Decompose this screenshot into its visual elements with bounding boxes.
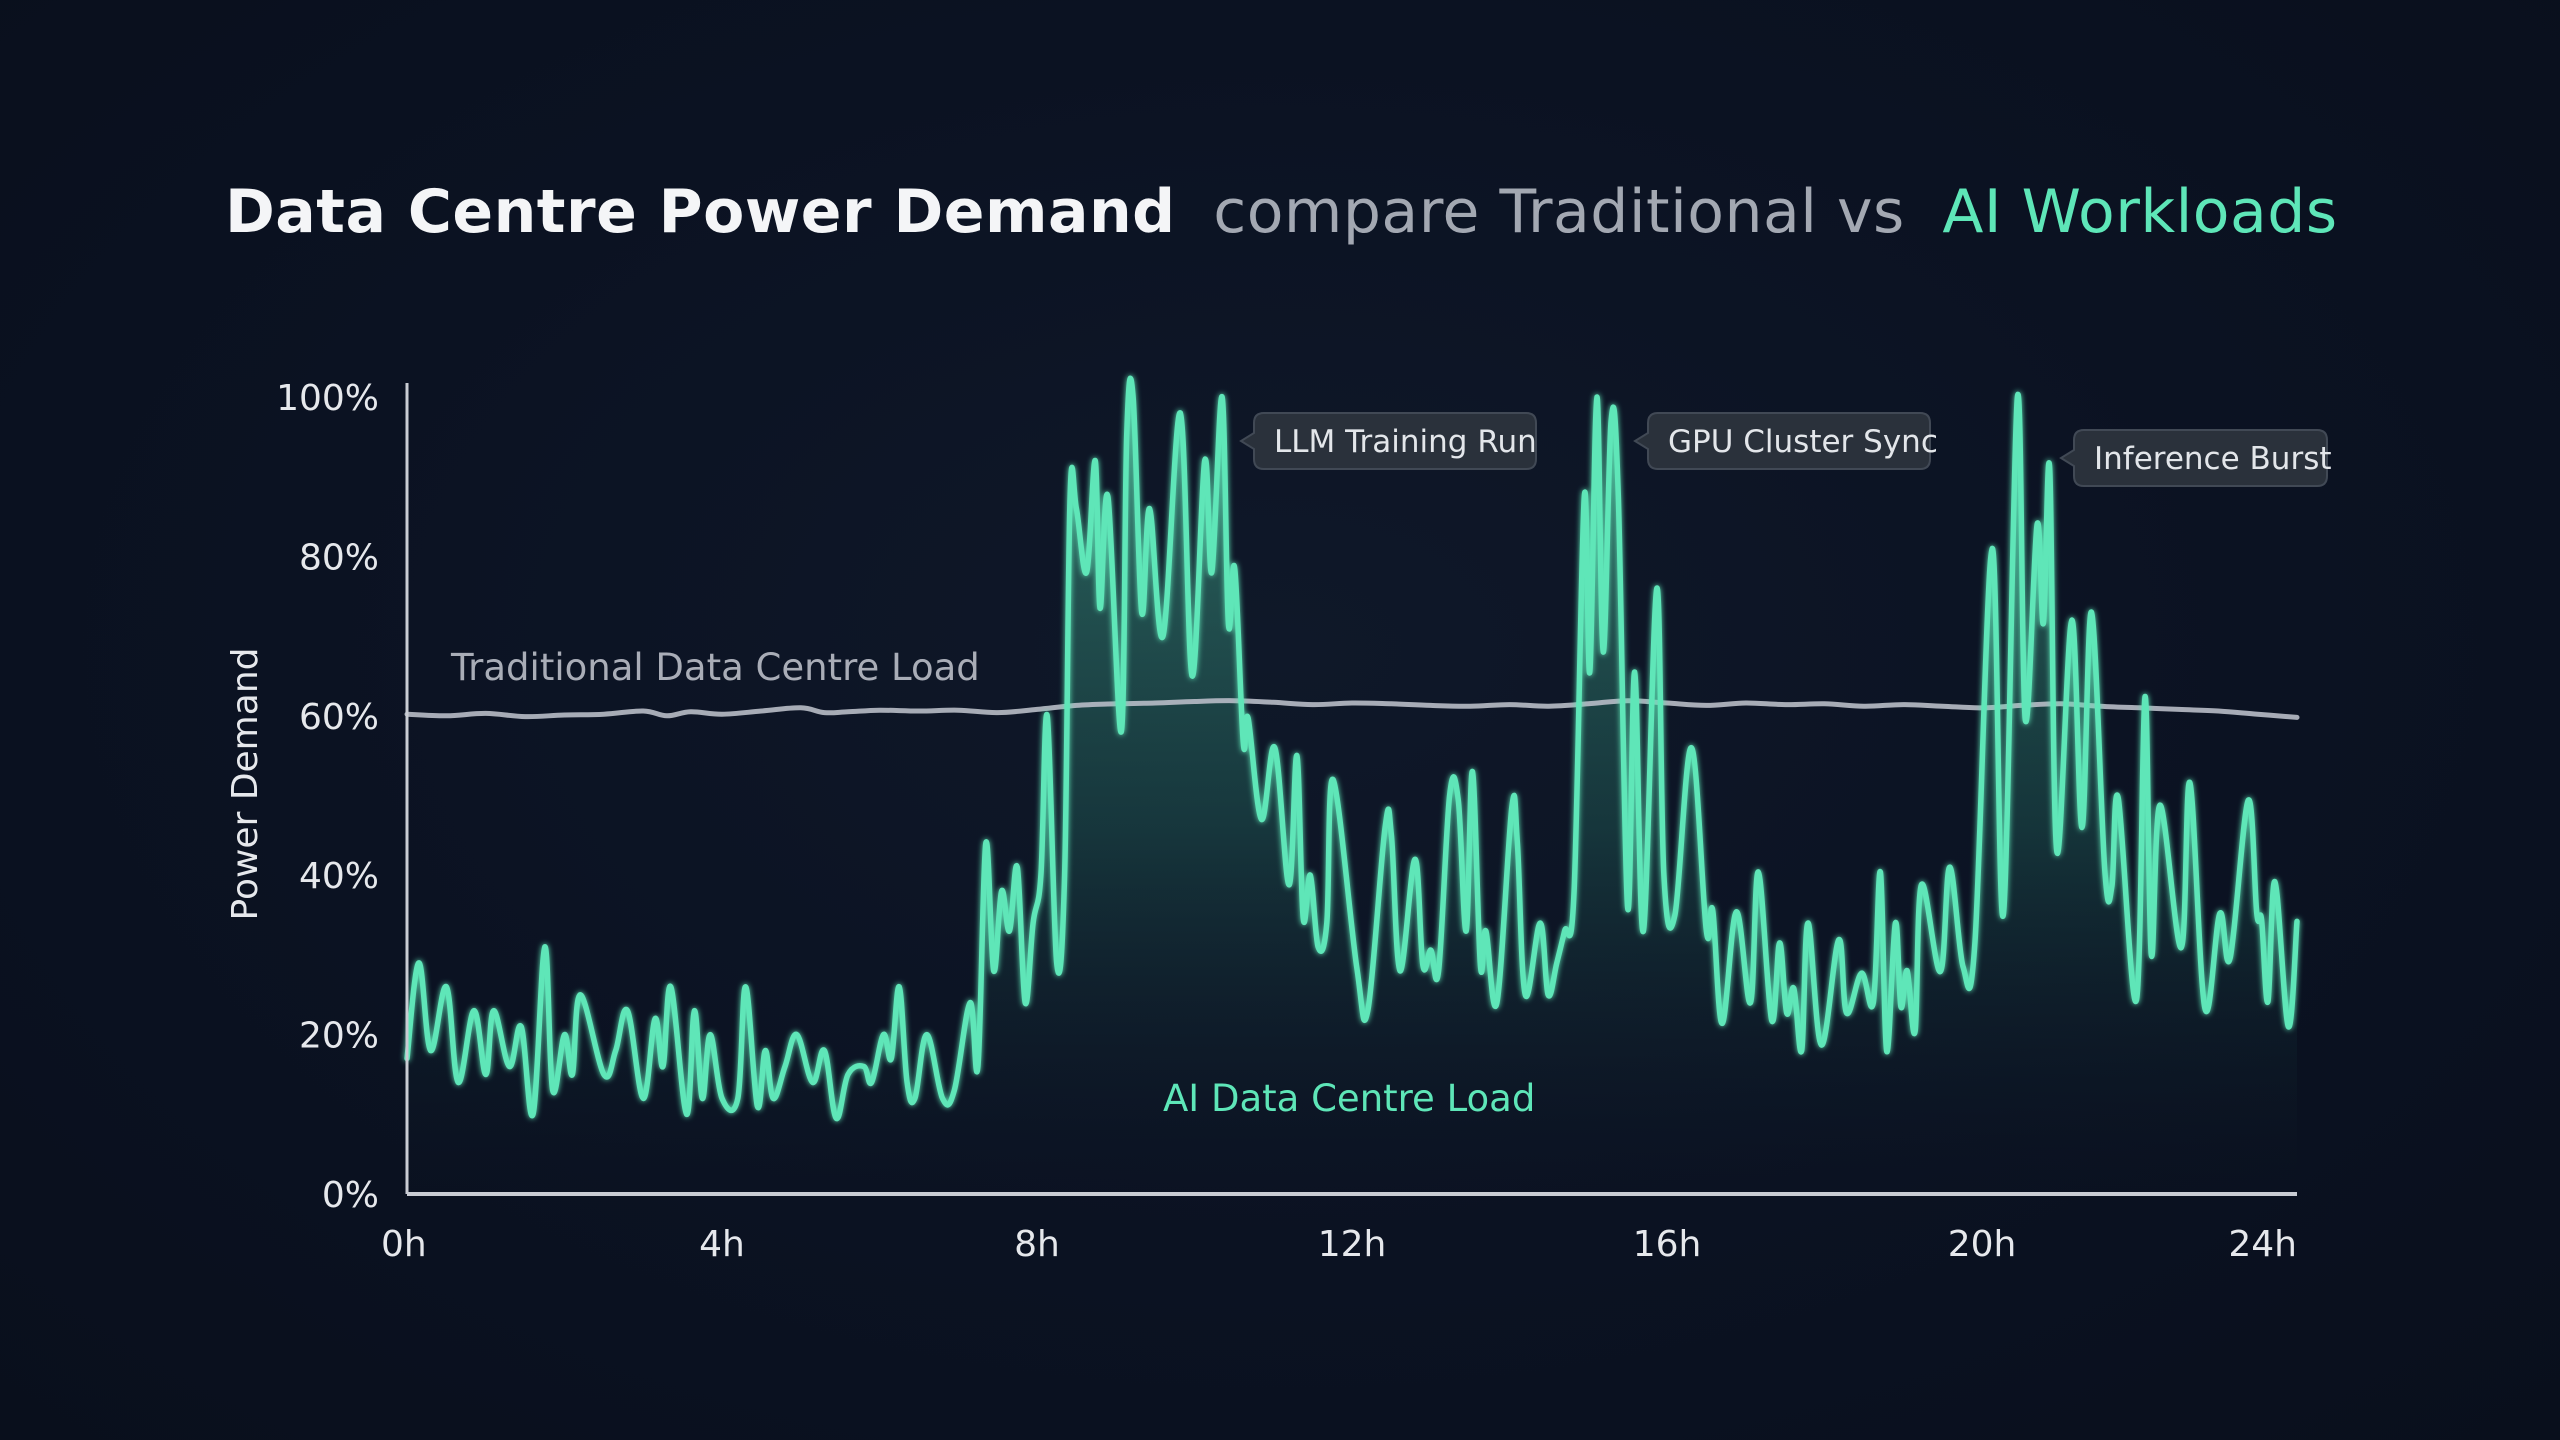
title-highlight: AI Workloads	[1942, 177, 2337, 247]
callout-inference-burst: Inference Burst	[2059, 429, 2332, 487]
callout-text: Inference Burst	[2094, 441, 2332, 477]
x-tick-label: 16h	[1633, 1224, 1702, 1265]
callout-layer: LLM Training Run GPU Cluster Sync Infere…	[1239, 412, 2332, 487]
x-tick-label: 4h	[699, 1224, 745, 1265]
y-tick-label: 0%	[322, 1175, 379, 1216]
traditional-load-line	[404, 698, 2300, 720]
x-tick-label: 8h	[1014, 1224, 1060, 1265]
y-tick-label: 20%	[299, 1016, 379, 1057]
callout-box	[1633, 412, 1931, 470]
chart-title: Data Centre Power Demand compare Traditi…	[225, 177, 2338, 247]
ai-area-layer	[407, 378, 2297, 1194]
axis-layer	[405, 383, 2297, 1196]
ai-load-line	[404, 375, 2300, 1122]
callout-box	[1239, 412, 1537, 470]
y-tick-label: 100%	[276, 378, 379, 419]
y-axis-title: Power Demand	[225, 648, 266, 921]
y-tick-label: 60%	[299, 697, 379, 738]
line-layer	[404, 375, 2300, 1122]
ai-series-label: AI Data Centre Load	[1163, 1077, 1535, 1120]
x-tick-label: 24h	[2228, 1224, 2297, 1265]
callout-text: GPU Cluster Sync	[1668, 424, 1938, 460]
title-connector: compare Traditional vs	[1213, 177, 1905, 247]
y-tick-label: 80%	[299, 537, 379, 578]
callout-llm-training-run: LLM Training Run	[1239, 412, 1537, 470]
x-tick-label: 12h	[1318, 1224, 1387, 1265]
x-tick-label: 20h	[1948, 1224, 2017, 1265]
x-tick-label: 0h	[381, 1224, 427, 1265]
callout-text: LLM Training Run	[1274, 424, 1537, 460]
ai-load-area	[407, 378, 2297, 1194]
callout-gpu-cluster-sync: GPU Cluster Sync	[1633, 412, 1938, 470]
traditional-series-label: Traditional Data Centre Load	[450, 646, 980, 689]
title-main: Data Centre Power Demand	[225, 177, 1176, 247]
tick-layer: 0% 20% 40% 60% 80% 100% 0h 4h 8h 12h 16h 20h 24h	[276, 378, 2297, 1265]
callout-box	[2059, 429, 2328, 487]
y-tick-label: 40%	[299, 856, 379, 897]
